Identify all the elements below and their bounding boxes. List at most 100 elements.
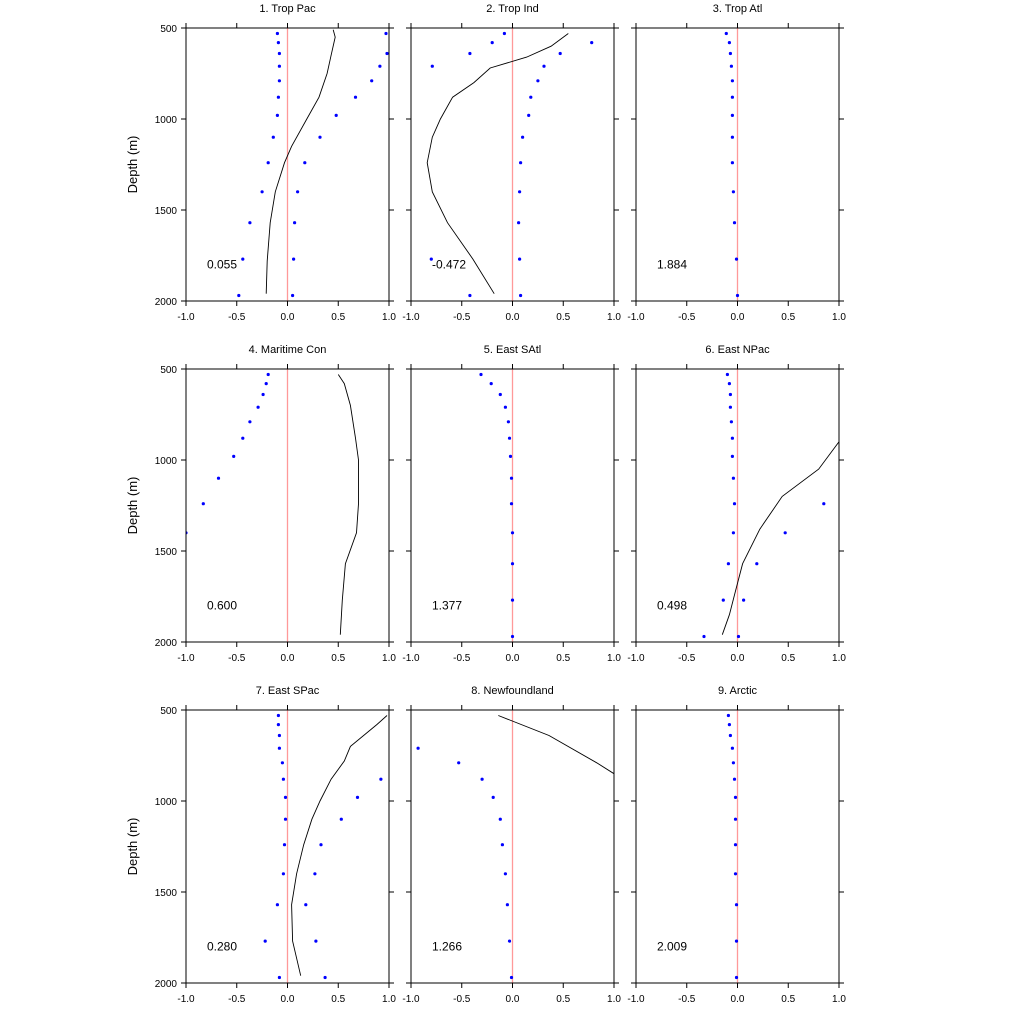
data-point: [726, 562, 731, 566]
data-point: [822, 502, 826, 506]
data-point: [542, 64, 546, 68]
data-point: [264, 382, 268, 386]
data-point: [517, 221, 521, 225]
data-point: [502, 31, 506, 36]
data-point: [728, 392, 733, 397]
x-tick-label: 0.5: [781, 312, 795, 323]
x-tick-label: 0.0: [506, 994, 520, 1005]
data-point: [384, 31, 388, 36]
data-point: [491, 795, 495, 800]
data-point: [323, 975, 327, 980]
data-point: [734, 257, 739, 261]
data-point: [508, 454, 513, 458]
data-point: [271, 135, 275, 139]
data-point: [734, 975, 739, 980]
data-point: [296, 190, 300, 194]
data-point: [280, 761, 284, 765]
data-point: [353, 95, 358, 99]
x-tick-label: 0.0: [506, 312, 520, 323]
data-point: [731, 190, 736, 194]
data-point: [509, 502, 514, 506]
x-tick-label: 0.0: [281, 653, 295, 664]
data-point: [468, 51, 472, 56]
profile-line: [498, 715, 614, 775]
plot-area: [702, 372, 839, 639]
data-point: [201, 502, 205, 506]
data-point: [479, 372, 483, 377]
panel-annotation: 0.280: [207, 940, 237, 954]
panel-9: 9. Arctic -1.0 -0.5 0.0 0.5 1.0 2.009: [627, 685, 846, 1005]
data-point: [724, 31, 728, 36]
data-point: [733, 795, 738, 800]
data-point: [783, 531, 787, 535]
data-point: [728, 733, 733, 738]
plot-area: [186, 372, 359, 635]
data-point: [277, 51, 281, 56]
y-tick-label: 500: [160, 706, 177, 717]
x-tick-label: 1.0: [607, 653, 621, 664]
data-point: [735, 293, 740, 298]
panel-title: 3. Trop Atl: [713, 3, 763, 15]
data-point: [510, 598, 515, 602]
panel-6: 6. East NPac -1.0 -0.5 0.0 0.5 1.0 0.498: [627, 344, 846, 664]
data-point: [503, 405, 507, 409]
data-point: [232, 454, 236, 458]
x-tick-label: 1.0: [832, 994, 846, 1005]
data-point: [730, 79, 735, 83]
data-point: [731, 531, 736, 535]
y-tick-label: 2000: [155, 979, 178, 990]
x-tick-label: 1.0: [382, 653, 396, 664]
data-point: [498, 392, 502, 397]
data-point: [283, 817, 288, 821]
data-point: [733, 872, 738, 876]
data-point: [558, 51, 562, 56]
panel-title: 8. Newfoundland: [471, 685, 554, 697]
data-point: [276, 95, 280, 99]
x-tick-label: 0.0: [731, 994, 745, 1005]
data-point: [216, 476, 221, 480]
data-point: [726, 713, 731, 718]
x-tick-label: 0.5: [331, 994, 345, 1005]
x-tick-label: 0.5: [331, 653, 345, 664]
data-point: [727, 41, 732, 45]
data-point: [725, 372, 730, 377]
panel-annotation: 1.377: [432, 599, 462, 613]
x-tick-label: 0.0: [731, 312, 745, 323]
panel-title: 4. Maritime Con: [249, 344, 327, 356]
plot-area: [724, 31, 740, 298]
data-point: [742, 598, 746, 602]
data-point: [732, 221, 737, 225]
x-tick-label: -1.0: [177, 994, 195, 1005]
data-point: [509, 975, 514, 980]
x-tick-label: -0.5: [678, 994, 696, 1005]
data-point: [248, 420, 252, 424]
data-point: [282, 843, 287, 847]
data-point: [509, 476, 514, 480]
y-axis-label: Depth (m): [125, 477, 140, 535]
panel-4: 4. Maritime Con -1.0 -0.5 0.0 0.5 1.0 500 1000 1…: [125, 344, 396, 664]
data-point: [277, 746, 281, 750]
y-axis-label: Depth (m): [125, 136, 140, 194]
x-tick-label: -1.0: [627, 312, 645, 323]
data-point: [277, 79, 281, 83]
data-point: [489, 382, 493, 386]
data-point: [318, 135, 322, 139]
x-tick-label: 0.0: [506, 653, 520, 664]
panel-title: 7. East SPac: [256, 685, 320, 697]
data-point: [334, 113, 338, 117]
data-point: [702, 634, 706, 639]
data-point: [266, 161, 270, 165]
x-tick-label: 1.0: [832, 653, 846, 664]
data-point: [727, 382, 732, 386]
data-point: [506, 420, 510, 424]
panel-title: 1. Trop Pac: [259, 3, 316, 15]
y-tick-label: 1500: [155, 206, 178, 217]
data-point: [457, 761, 461, 765]
data-point: [519, 161, 523, 165]
data-point: [536, 79, 540, 83]
x-tick-label: 1.0: [382, 994, 396, 1005]
x-tick-label: -1.0: [177, 653, 195, 664]
data-point: [518, 257, 522, 261]
x-tick-label: 0.5: [331, 312, 345, 323]
x-tick-label: 1.0: [607, 312, 621, 323]
